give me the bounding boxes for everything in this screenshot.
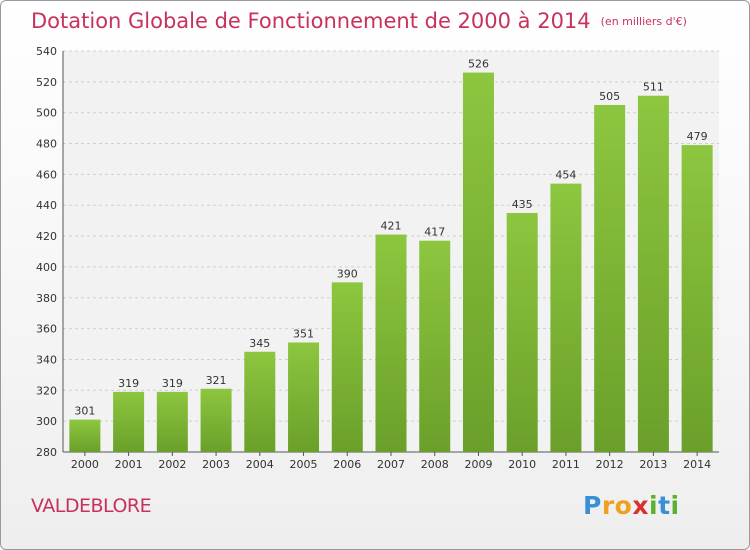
x-tick-label: 2005	[290, 458, 318, 471]
y-tick-label: 520	[36, 76, 57, 89]
x-tick-label: 2010	[508, 458, 536, 471]
y-tick-label: 400	[36, 261, 57, 274]
bar	[550, 183, 582, 452]
bar	[331, 282, 363, 452]
x-tick-label: 2003	[202, 458, 230, 471]
x-tick-label: 2000	[71, 458, 99, 471]
y-tick-label: 540	[36, 45, 57, 58]
y-tick-label: 340	[36, 353, 57, 366]
bar	[637, 95, 669, 452]
data-label: 319	[118, 377, 139, 390]
x-tick-label: 2007	[377, 458, 405, 471]
data-label: 479	[687, 130, 708, 143]
bar	[200, 388, 232, 452]
bar	[375, 234, 407, 452]
data-label: 421	[381, 220, 402, 233]
x-tick-label: 2006	[333, 458, 361, 471]
unit-label: (en milliers d'€)	[600, 15, 687, 28]
data-label: 454	[555, 169, 576, 182]
bar	[506, 212, 538, 452]
bar	[594, 104, 626, 452]
bar	[69, 419, 101, 452]
data-label: 505	[599, 90, 620, 103]
data-label: 390	[337, 267, 358, 280]
bar	[681, 145, 713, 453]
y-tick-label: 360	[36, 323, 57, 336]
y-tick-label: 420	[36, 230, 57, 243]
proxiti-logo: Proxiti	[583, 491, 680, 520]
title-text: Dotation Globale de Fonctionnement de 20…	[31, 9, 591, 33]
x-tick-label: 2002	[158, 458, 186, 471]
x-tick-label: 2013	[639, 458, 667, 471]
y-tick-label: 500	[36, 107, 57, 120]
x-tick-label: 2001	[115, 458, 143, 471]
bar	[462, 72, 494, 452]
y-tick-label: 460	[36, 168, 57, 181]
x-tick-label: 2004	[246, 458, 274, 471]
place-name: VALDEBLORE	[31, 495, 152, 517]
x-tick-label: 2014	[683, 458, 711, 471]
data-label: 435	[512, 198, 533, 211]
data-label: 321	[206, 374, 227, 387]
data-label: 351	[293, 327, 314, 340]
bar	[419, 240, 451, 452]
bar	[244, 351, 276, 452]
bar	[113, 391, 145, 452]
x-tick-label: 2011	[552, 458, 580, 471]
data-label: 417	[424, 226, 445, 239]
y-tick-label: 380	[36, 292, 57, 305]
data-label: 511	[643, 81, 664, 94]
bar	[156, 391, 188, 452]
y-tick-label: 300	[36, 415, 57, 428]
y-tick-label: 280	[36, 446, 57, 459]
chart-title: Dotation Globale de Fonctionnement de 20…	[31, 9, 687, 33]
data-label: 526	[468, 58, 489, 71]
data-label: 301	[74, 405, 95, 418]
data-label: 319	[162, 377, 183, 390]
y-tick-label: 320	[36, 384, 57, 397]
data-label: 345	[249, 337, 270, 350]
bar	[288, 342, 320, 452]
y-tick-label: 440	[36, 199, 57, 212]
x-tick-label: 2008	[421, 458, 449, 471]
y-tick-label: 480	[36, 138, 57, 151]
x-tick-label: 2012	[596, 458, 624, 471]
x-tick-label: 2009	[464, 458, 492, 471]
